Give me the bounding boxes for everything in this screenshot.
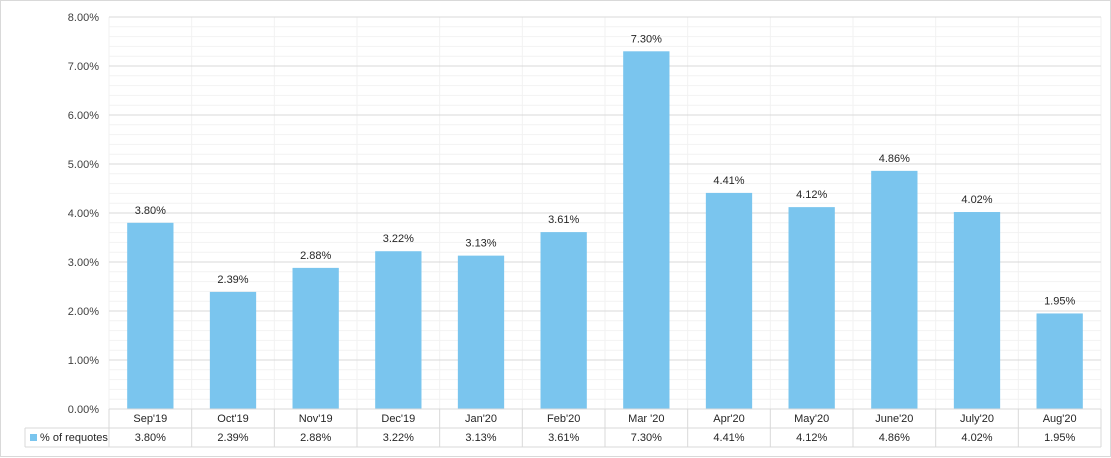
x-tick-label: June'20 — [875, 413, 913, 425]
minor-gridlines — [108, 17, 1102, 409]
data-label: 4.12% — [796, 189, 827, 201]
data-label: 4.86% — [879, 153, 910, 165]
bar — [788, 207, 835, 409]
table-value: 2.88% — [300, 432, 331, 444]
x-tick-label: May'20 — [794, 413, 829, 425]
data-label: 3.61% — [548, 214, 579, 226]
bar — [292, 267, 339, 409]
x-tick-label: Nov'19 — [299, 413, 333, 425]
y-tick-label: 4.00% — [68, 208, 99, 220]
x-tick-label: Oct'19 — [217, 413, 248, 425]
table-value: 3.22% — [383, 432, 414, 444]
data-label: 3.22% — [383, 233, 414, 245]
table-value: 4.12% — [796, 432, 827, 444]
bar — [375, 251, 422, 409]
data-labels: 3.80% 2.39% 2.88% 3.22% 3.13% 3.61% 7.30% 4.41%… — [135, 33, 1076, 307]
data-label: 4.02% — [961, 194, 992, 206]
table-value: 4.86% — [879, 432, 910, 444]
y-tick-label: 1.00% — [68, 355, 99, 367]
data-label: 2.88% — [300, 250, 331, 262]
y-axis-ticks: 0.00% 1.00% 2.00% 3.00% 4.00% 5.00% 6.00% 7.00%… — [68, 12, 99, 416]
x-tick-label: Apr'20 — [713, 413, 744, 425]
bar — [457, 255, 505, 409]
bar — [705, 192, 753, 409]
x-tick-label: Feb'20 — [547, 413, 580, 425]
y-tick-label: 2.00% — [68, 306, 99, 318]
data-label: 4.41% — [713, 175, 744, 187]
x-tick-label: Sep'19 — [133, 413, 167, 425]
x-tick-label: Dec'19 — [381, 413, 415, 425]
bars — [127, 51, 1083, 410]
legend-series-name: % of requotes — [40, 432, 108, 444]
data-label: 7.30% — [631, 33, 662, 45]
y-tick-label: 3.00% — [68, 257, 99, 269]
data-table: Sep'19 3.80% Oct'19 2.39% Nov'19 2.88% Dec'19 3… — [24, 408, 1102, 448]
table-value: 3.80% — [135, 432, 166, 444]
table-value: 1.95% — [1044, 432, 1075, 444]
table-value: 3.13% — [465, 432, 496, 444]
bar — [953, 212, 1001, 409]
y-tick-label: 0.00% — [68, 404, 99, 416]
data-label: 1.95% — [1044, 295, 1075, 307]
legend-swatch — [30, 434, 37, 441]
major-gridlines — [109, 16, 1101, 361]
x-tick-label: Aug'20 — [1043, 413, 1077, 425]
table-value: 3.61% — [548, 432, 579, 444]
y-tick-label: 6.00% — [68, 110, 99, 122]
y-tick-label: 5.00% — [68, 159, 99, 171]
table-value: 7.30% — [631, 432, 662, 444]
bar — [871, 170, 918, 409]
x-tick-label: July'20 — [960, 413, 994, 425]
y-tick-label: 7.00% — [68, 61, 99, 73]
table-value: 2.39% — [217, 432, 248, 444]
data-label: 3.80% — [135, 205, 166, 217]
bar — [209, 291, 257, 409]
data-label: 3.13% — [465, 238, 496, 250]
bar — [540, 232, 587, 409]
y-tick-label: 8.00% — [68, 12, 99, 24]
x-tick-label: Jan'20 — [465, 413, 497, 425]
bar — [1036, 313, 1083, 409]
x-tick-label: Mar '20 — [628, 413, 664, 425]
bar — [623, 51, 670, 410]
data-label: 2.39% — [217, 274, 248, 286]
bar — [127, 222, 174, 409]
table-value: 4.41% — [713, 432, 744, 444]
table-value: 4.02% — [961, 432, 992, 444]
